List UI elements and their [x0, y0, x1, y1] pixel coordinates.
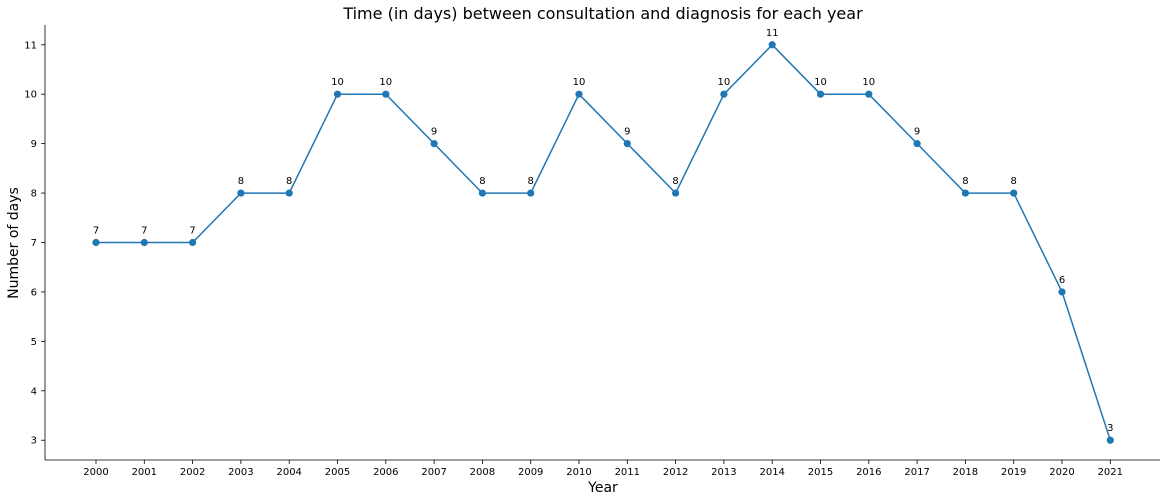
data-label: 8 — [672, 176, 678, 187]
chart-title: Time (in days) between consultation and … — [342, 4, 863, 23]
data-point — [189, 238, 197, 247]
x-tick-label: 2004 — [276, 467, 301, 478]
data-label: 8 — [238, 176, 244, 187]
x-tick-label: 2001 — [132, 467, 157, 478]
data-point — [672, 189, 680, 197]
x-tick-label: 2014 — [759, 467, 784, 478]
data-label: 8 — [1011, 176, 1017, 187]
x-tick-label: 2008 — [470, 467, 495, 478]
data-point — [865, 90, 873, 98]
y-tick-label: 11 — [24, 40, 37, 51]
data-label: 11 — [766, 28, 779, 39]
x-tick-label: 2007 — [421, 467, 446, 478]
axes — [44, 25, 1160, 461]
data-label: 10 — [862, 77, 875, 88]
data-point — [1010, 189, 1018, 197]
data-label: 8 — [528, 176, 534, 187]
y-ticks: 3 4 5 6 7 8 9 10 11 — [24, 40, 45, 447]
data-label: 7 — [93, 226, 99, 237]
x-tick-label: 2012 — [663, 467, 688, 478]
x-tick-label: 2019 — [1001, 467, 1026, 478]
data-label: 10 — [814, 77, 827, 88]
data-label: 10 — [331, 77, 344, 88]
data-point — [816, 90, 825, 98]
x-tick-label: 2021 — [1098, 467, 1123, 478]
data-label: 9 — [431, 127, 437, 138]
data-label: 7 — [189, 226, 195, 237]
x-tick-label: 2009 — [518, 467, 543, 478]
x-tick-label: 2006 — [373, 467, 398, 478]
data-labels: 7 7 7 8 8 10 10 9 8 8 10 9 8 10 11 10 10 9 8 8 6 3 — [93, 28, 1114, 434]
y-tick-label: 9 — [31, 139, 37, 150]
data-label: 7 — [141, 226, 147, 237]
data-label: 10 — [573, 77, 586, 88]
y-tick-label: 6 — [31, 287, 37, 298]
y-tick-label: 5 — [31, 337, 37, 348]
data-point — [768, 41, 776, 49]
x-axis-title: Year — [587, 480, 618, 496]
data-point — [285, 189, 293, 197]
data-point — [1106, 436, 1114, 444]
x-tick-label: 2002 — [180, 467, 205, 478]
data-point — [92, 238, 100, 247]
data-point — [430, 140, 438, 148]
data-label: 9 — [914, 127, 920, 138]
x-tick-label: 2020 — [1049, 467, 1074, 478]
x-tick-label: 2011 — [615, 467, 640, 478]
x-tick-label: 2005 — [325, 467, 350, 478]
data-label: 8 — [286, 176, 292, 187]
series-line — [96, 43, 1112, 441]
data-point — [527, 189, 535, 197]
data-label: 9 — [624, 127, 630, 138]
x-tick-label: 2010 — [566, 467, 591, 478]
data-label: 8 — [479, 176, 485, 187]
data-point — [720, 90, 728, 98]
data-point — [575, 90, 583, 98]
data-label: 3 — [1107, 423, 1113, 434]
x-tick-label: 2003 — [228, 467, 253, 478]
x-tick-label: 2016 — [856, 467, 881, 478]
x-ticks: 2000 2001 2002 2003 2004 2005 2006 2007 2008 2009… — [83, 460, 1123, 478]
x-tick-label: 2000 — [83, 467, 108, 478]
y-tick-label: 4 — [31, 386, 37, 397]
y-tick-label: 3 — [31, 436, 37, 447]
y-tick-label: 8 — [31, 189, 37, 200]
data-point — [478, 189, 486, 197]
x-tick-label: 2018 — [953, 467, 978, 478]
data-label: 8 — [962, 176, 968, 187]
data-point — [237, 189, 245, 197]
data-point — [961, 189, 970, 197]
data-label: 10 — [718, 77, 731, 88]
x-tick-label: 2015 — [808, 467, 833, 478]
x-tick-label: 2013 — [711, 467, 736, 478]
data-point — [623, 140, 631, 148]
data-points — [92, 41, 1114, 444]
data-point — [1058, 288, 1066, 296]
y-tick-label: 7 — [31, 238, 37, 249]
y-tick-label: 10 — [24, 90, 37, 101]
data-label: 6 — [1059, 275, 1065, 286]
y-axis-title: Number of days — [6, 187, 22, 299]
data-point — [140, 238, 148, 247]
data-point — [913, 140, 921, 148]
x-tick-label: 2017 — [904, 467, 929, 478]
data-label: 10 — [379, 77, 392, 88]
data-point — [382, 90, 390, 98]
data-point — [333, 90, 342, 98]
